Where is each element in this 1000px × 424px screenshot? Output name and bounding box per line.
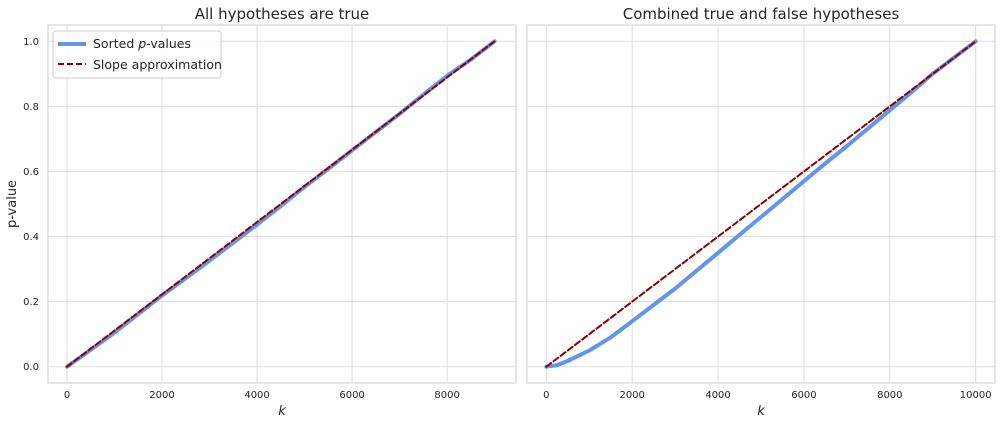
x-tick-label: 8000 bbox=[877, 390, 902, 401]
left-gridlines bbox=[48, 25, 516, 383]
right-x-axis-label: k bbox=[757, 404, 765, 419]
x-tick-label: 8000 bbox=[434, 390, 459, 401]
sorted-p-values-line bbox=[65, 39, 497, 369]
x-tick-label: 0 bbox=[64, 390, 70, 401]
left-y-ticks: 0.0 0.2 0.4 0.6 0.8 1.0 bbox=[23, 37, 39, 373]
legend: Sorted p-values Slope approximation bbox=[52, 30, 222, 79]
left-chart-title: All hypotheses are true bbox=[195, 5, 370, 23]
slope-approximation-line bbox=[545, 40, 977, 368]
x-tick-label: 0 bbox=[543, 390, 549, 401]
y-axis-label: p-value bbox=[5, 180, 20, 228]
y-tick-label: 1.0 bbox=[23, 37, 39, 48]
legend-label-suffix: -values bbox=[146, 36, 191, 51]
x-tick-label: 10000 bbox=[960, 390, 992, 401]
x-tick-label: 2000 bbox=[149, 390, 174, 401]
right-x-ticks: 0 2000 4000 6000 8000 10000 bbox=[543, 390, 991, 401]
right-series bbox=[544, 39, 978, 369]
y-tick-label: 0.4 bbox=[23, 232, 39, 243]
legend-label-slope-approximation: Slope approximation bbox=[93, 57, 222, 72]
sorted-p-values-line bbox=[544, 39, 978, 369]
left-panel: 0 2000 4000 6000 8000 0.0 0.2 0.4 0.6 0.8 1.0 All… bbox=[5, 5, 517, 419]
left-x-axis-label: k bbox=[278, 404, 286, 419]
x-tick-label: 4000 bbox=[244, 390, 269, 401]
slope-approximation-line bbox=[66, 40, 496, 368]
legend-label-italic: p bbox=[137, 36, 146, 51]
left-x-ticks: 0 2000 4000 6000 8000 bbox=[64, 390, 460, 401]
x-tick-label: 6000 bbox=[791, 390, 816, 401]
legend-label-sorted-p-values: Sorted p-values bbox=[93, 36, 191, 51]
left-series bbox=[65, 39, 497, 369]
right-gridlines bbox=[527, 25, 995, 383]
legend-label-prefix: Sorted bbox=[93, 36, 138, 51]
legend-box bbox=[52, 30, 222, 79]
x-tick-label: 2000 bbox=[619, 390, 644, 401]
right-chart-title: Combined true and false hypotheses bbox=[623, 5, 900, 23]
y-tick-label: 0.0 bbox=[23, 362, 39, 373]
y-tick-label: 0.8 bbox=[23, 102, 39, 113]
x-tick-label: 4000 bbox=[705, 390, 730, 401]
y-tick-label: 0.2 bbox=[23, 297, 39, 308]
right-panel: 0 2000 4000 6000 8000 10000 Combined true and… bbox=[526, 5, 996, 419]
y-tick-label: 0.6 bbox=[23, 167, 39, 178]
x-tick-label: 6000 bbox=[339, 390, 364, 401]
